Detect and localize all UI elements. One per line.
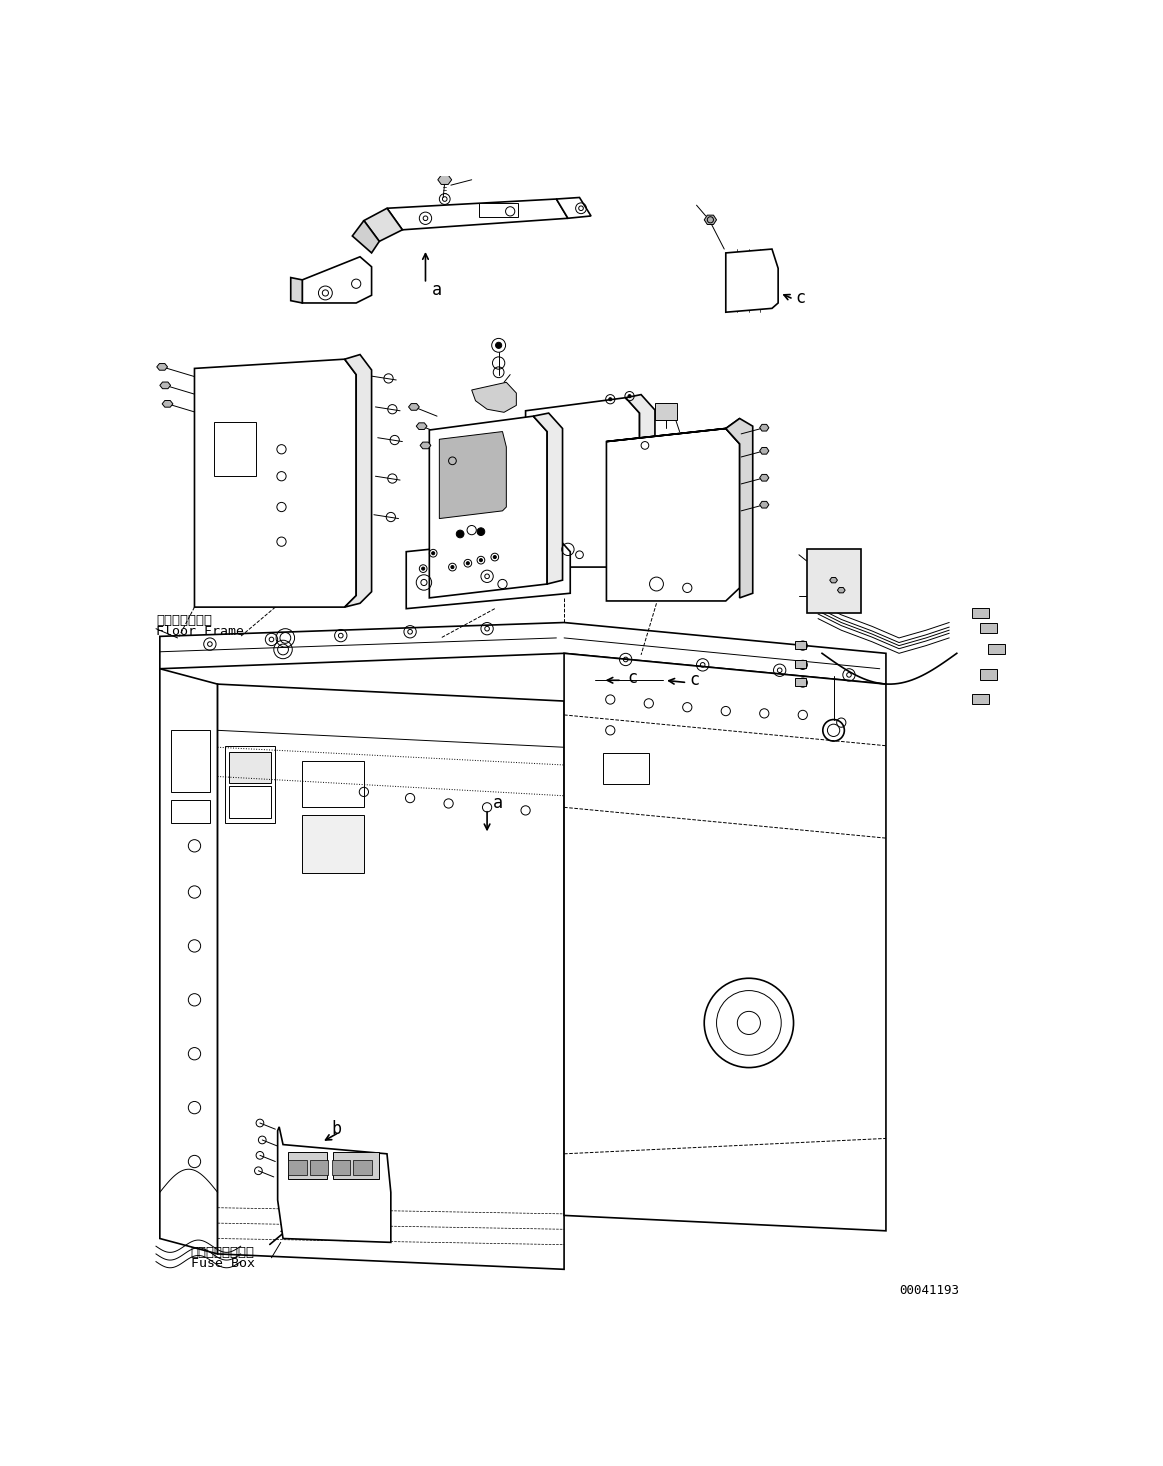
- Polygon shape: [420, 443, 430, 449]
- Polygon shape: [302, 257, 372, 303]
- Polygon shape: [416, 422, 427, 430]
- Polygon shape: [726, 249, 778, 312]
- Polygon shape: [526, 397, 640, 567]
- Polygon shape: [159, 623, 886, 685]
- Circle shape: [477, 528, 485, 535]
- Text: Floor Frame: Floor Frame: [156, 626, 244, 638]
- Bar: [214, 422, 256, 476]
- Circle shape: [608, 397, 612, 400]
- Polygon shape: [157, 364, 167, 371]
- Text: c: c: [795, 289, 805, 306]
- Polygon shape: [408, 403, 420, 410]
- Text: フューズボックス: フューズボックス: [191, 1246, 255, 1259]
- Bar: [972, 693, 989, 704]
- Text: c: c: [627, 668, 637, 688]
- Text: b: b: [331, 1120, 342, 1138]
- Bar: [987, 644, 1005, 654]
- Polygon shape: [759, 475, 769, 481]
- Polygon shape: [194, 359, 356, 607]
- Polygon shape: [278, 1127, 391, 1242]
- Polygon shape: [429, 416, 547, 598]
- Bar: [795, 677, 806, 686]
- Polygon shape: [556, 198, 591, 218]
- Circle shape: [451, 566, 454, 569]
- Polygon shape: [352, 220, 379, 254]
- Text: c: c: [690, 671, 700, 689]
- Text: Fuse Box: Fuse Box: [191, 1258, 255, 1271]
- Bar: [229, 752, 271, 783]
- Circle shape: [628, 394, 632, 397]
- Polygon shape: [159, 668, 217, 1253]
- Polygon shape: [344, 355, 372, 607]
- Circle shape: [466, 561, 470, 564]
- Polygon shape: [217, 685, 564, 1270]
- Polygon shape: [364, 208, 402, 242]
- Bar: [226, 746, 276, 822]
- Bar: [807, 550, 861, 613]
- Text: フロアフレーム: フロアフレーム: [156, 614, 212, 627]
- Circle shape: [456, 531, 464, 538]
- Bar: [333, 1152, 379, 1179]
- Circle shape: [495, 342, 501, 349]
- Bar: [795, 641, 806, 648]
- Bar: [655, 403, 677, 421]
- Polygon shape: [162, 400, 173, 408]
- Bar: [980, 670, 997, 680]
- Circle shape: [422, 567, 424, 570]
- Text: b: b: [643, 481, 654, 498]
- Polygon shape: [437, 174, 451, 185]
- Polygon shape: [606, 428, 740, 601]
- Polygon shape: [759, 501, 769, 509]
- Bar: [302, 761, 364, 808]
- Bar: [311, 1160, 328, 1176]
- Polygon shape: [829, 578, 837, 583]
- Polygon shape: [759, 447, 769, 454]
- Text: a: a: [431, 281, 442, 299]
- Polygon shape: [406, 537, 570, 608]
- Polygon shape: [626, 394, 655, 553]
- Polygon shape: [759, 424, 769, 431]
- Text: a: a: [493, 795, 504, 812]
- Polygon shape: [472, 383, 516, 412]
- Polygon shape: [726, 418, 752, 598]
- Bar: [331, 1160, 350, 1176]
- Text: 00041193: 00041193: [899, 1284, 959, 1297]
- Bar: [288, 1160, 307, 1176]
- Polygon shape: [606, 418, 740, 444]
- Circle shape: [493, 556, 497, 559]
- Polygon shape: [159, 383, 171, 388]
- Polygon shape: [564, 654, 886, 1231]
- Bar: [229, 786, 271, 818]
- Polygon shape: [534, 413, 563, 583]
- Polygon shape: [440, 431, 506, 519]
- Bar: [354, 1160, 372, 1176]
- Bar: [795, 660, 806, 668]
- Bar: [171, 799, 209, 822]
- Bar: [288, 1152, 327, 1179]
- Bar: [302, 815, 364, 872]
- Circle shape: [737, 1012, 761, 1035]
- Bar: [980, 623, 997, 633]
- Circle shape: [479, 559, 483, 561]
- Bar: [972, 608, 989, 617]
- Polygon shape: [387, 199, 568, 230]
- Bar: [171, 730, 209, 792]
- Polygon shape: [705, 216, 716, 224]
- Polygon shape: [291, 277, 302, 303]
- Circle shape: [431, 551, 435, 554]
- Bar: [602, 754, 649, 784]
- Bar: [479, 202, 518, 217]
- Polygon shape: [837, 588, 846, 592]
